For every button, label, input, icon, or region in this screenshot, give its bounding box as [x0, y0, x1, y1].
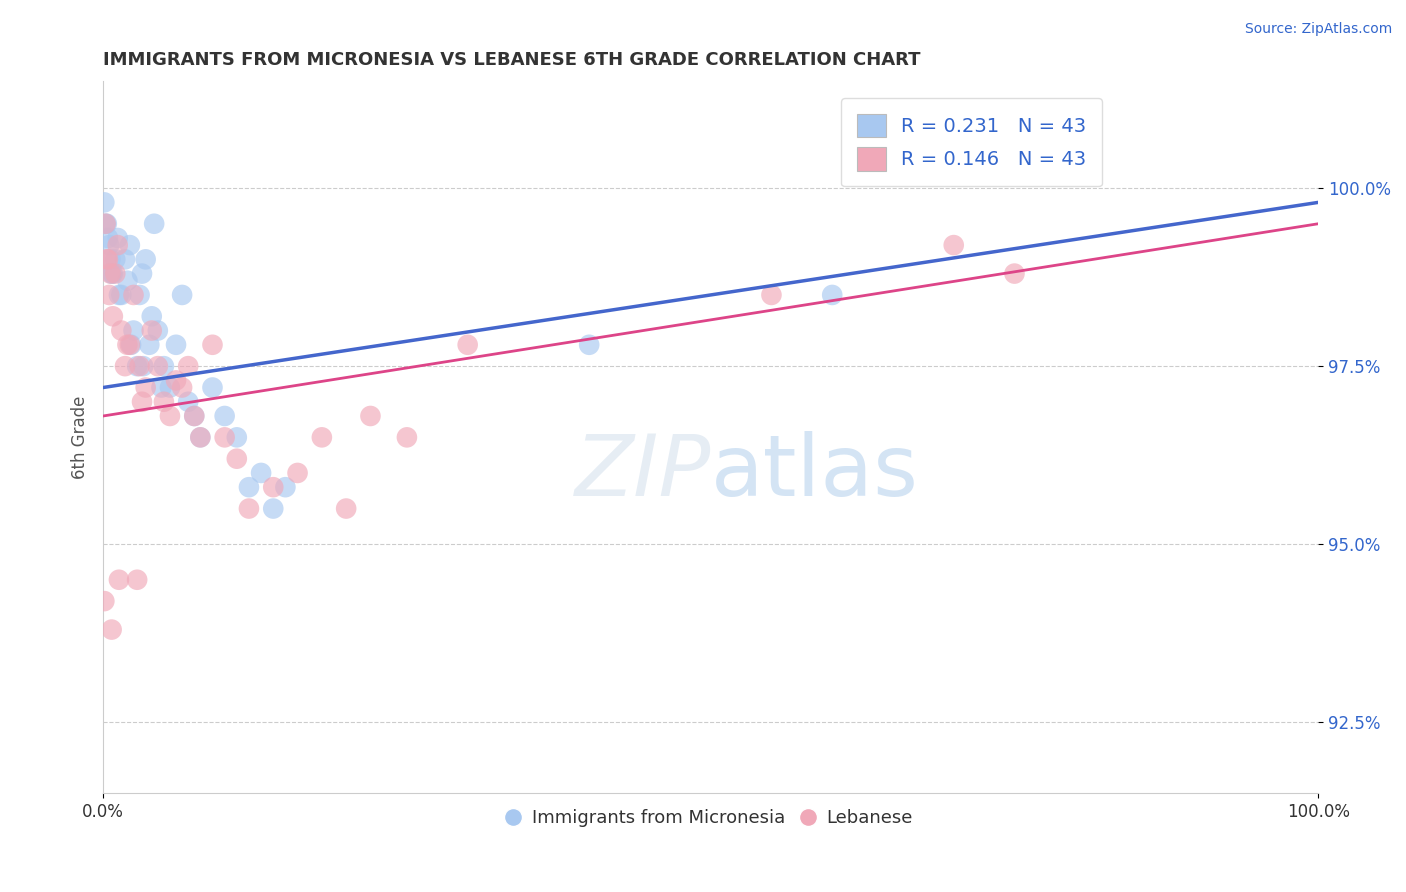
- Y-axis label: 6th Grade: 6th Grade: [72, 396, 89, 479]
- Point: [97, 231, 120, 245]
- Point: [135, 380, 157, 394]
- Point: [128, 359, 150, 373]
- Point: [761, 288, 783, 302]
- Point: [214, 409, 236, 423]
- Point: [262, 501, 284, 516]
- Point: [110, 324, 132, 338]
- Point: [153, 394, 176, 409]
- Point: [97, 252, 120, 267]
- Point: [150, 380, 173, 394]
- Point: [122, 324, 145, 338]
- Point: [114, 252, 136, 267]
- Point: [120, 338, 142, 352]
- Point: [183, 409, 205, 423]
- Point: [457, 338, 479, 352]
- Point: [117, 338, 139, 352]
- Point: [104, 267, 127, 281]
- Point: [274, 480, 297, 494]
- Point: [100, 252, 122, 267]
- Point: [1004, 267, 1026, 281]
- Point: [107, 238, 129, 252]
- Point: [159, 380, 181, 394]
- Point: [238, 480, 260, 494]
- Point: [101, 267, 124, 281]
- Point: [94, 217, 117, 231]
- Point: [165, 373, 187, 387]
- Point: [238, 501, 260, 516]
- Point: [128, 288, 150, 302]
- Text: atlas: atlas: [710, 432, 918, 515]
- Point: [188, 430, 211, 444]
- Point: [122, 288, 145, 302]
- Point: [98, 238, 121, 252]
- Point: [127, 573, 149, 587]
- Point: [131, 267, 153, 281]
- Point: [98, 288, 121, 302]
- Point: [118, 238, 141, 252]
- Point: [214, 430, 236, 444]
- Point: [177, 359, 200, 373]
- Point: [250, 466, 273, 480]
- Point: [127, 359, 149, 373]
- Point: [94, 217, 117, 231]
- Point: [108, 573, 131, 587]
- Point: [395, 430, 418, 444]
- Point: [165, 338, 187, 352]
- Point: [101, 310, 124, 324]
- Point: [96, 217, 118, 231]
- Point: [183, 409, 205, 423]
- Point: [146, 324, 169, 338]
- Point: [131, 394, 153, 409]
- Text: ZIP: ZIP: [575, 432, 710, 515]
- Point: [141, 324, 163, 338]
- Point: [132, 359, 155, 373]
- Text: Source: ZipAtlas.com: Source: ZipAtlas.com: [1244, 22, 1392, 37]
- Point: [225, 451, 247, 466]
- Point: [100, 267, 122, 281]
- Point: [114, 359, 136, 373]
- Point: [172, 380, 194, 394]
- Point: [108, 288, 131, 302]
- Point: [201, 380, 224, 394]
- Point: [93, 594, 115, 608]
- Legend: Immigrants from Micronesia, Lebanese: Immigrants from Micronesia, Lebanese: [501, 802, 921, 834]
- Point: [177, 394, 200, 409]
- Point: [107, 231, 129, 245]
- Point: [141, 310, 163, 324]
- Point: [335, 501, 357, 516]
- Point: [201, 338, 224, 352]
- Text: IMMIGRANTS FROM MICRONESIA VS LEBANESE 6TH GRADE CORRELATION CHART: IMMIGRANTS FROM MICRONESIA VS LEBANESE 6…: [103, 51, 921, 69]
- Point: [118, 338, 141, 352]
- Point: [188, 430, 211, 444]
- Point: [135, 252, 157, 267]
- Point: [104, 252, 127, 267]
- Point: [146, 359, 169, 373]
- Point: [225, 430, 247, 444]
- Point: [100, 623, 122, 637]
- Point: [138, 338, 160, 352]
- Point: [143, 217, 166, 231]
- Point: [93, 195, 115, 210]
- Point: [262, 480, 284, 494]
- Point: [359, 409, 381, 423]
- Point: [96, 252, 118, 267]
- Point: [172, 288, 194, 302]
- Point: [153, 359, 176, 373]
- Point: [942, 238, 965, 252]
- Point: [311, 430, 333, 444]
- Point: [287, 466, 309, 480]
- Point: [159, 409, 181, 423]
- Point: [110, 288, 132, 302]
- Point: [578, 338, 600, 352]
- Point: [117, 274, 139, 288]
- Point: [100, 267, 122, 281]
- Point: [821, 288, 844, 302]
